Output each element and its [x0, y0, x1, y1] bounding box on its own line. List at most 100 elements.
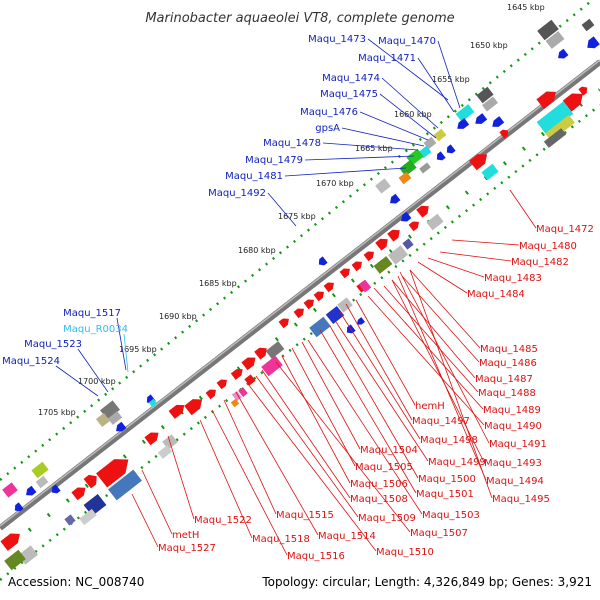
leader-line	[355, 299, 416, 406]
forward-gene	[254, 347, 267, 360]
forward-gene	[387, 229, 400, 242]
gene-label-gpsa: gpsA	[315, 123, 340, 134]
gene-labels: Maqu_1473 Maqu_1470 Maqu_1471 Maqu_1474 Maqu…	[2, 34, 594, 562]
forward-gene	[363, 251, 374, 262]
forward-gene	[351, 261, 362, 272]
leader-line	[335, 321, 429, 462]
gene-block	[481, 163, 499, 181]
leader-line	[55, 365, 99, 397]
genome-backbone	[0, 59, 600, 531]
gene-block	[95, 412, 111, 428]
leader-line	[123, 333, 129, 373]
leader-line	[267, 192, 297, 227]
genome-title: Marinobacter aquaeolei VT8, complete gen…	[145, 11, 454, 26]
gene-label-maqu-1524: Maqu_1524	[2, 356, 60, 367]
gene-block	[482, 96, 498, 112]
gene-label-maqu-1523: Maqu_1523	[24, 339, 82, 350]
gene-label-maqu-1518: Maqu_1518	[252, 534, 310, 545]
gene-label-maqu-1487: Maqu_1487	[475, 374, 533, 385]
gene-label-maqu-1476: Maqu_1476	[300, 107, 358, 118]
gene-label-maqu-1495: Maqu_1495	[492, 494, 550, 505]
leader-line	[391, 279, 485, 463]
leader-line	[451, 239, 520, 246]
gene-block	[108, 469, 142, 501]
forward-gene	[313, 291, 324, 302]
gene-label-maqu-1522: Maqu_1522	[194, 515, 252, 526]
gene-block	[426, 213, 444, 231]
gene-label-maqu-1501: Maqu_1501	[416, 489, 474, 500]
leader-line	[379, 93, 437, 139]
gene-block	[398, 171, 412, 185]
genome-summary-text: Topology: circular; Length: 4,326,849 bp…	[261, 575, 592, 589]
kbp-tick: 1685 kbp	[199, 279, 237, 288]
gene-label-maqu-1503: Maqu_1503	[422, 510, 480, 521]
gene-label-maqu-1470: Maqu_1470	[378, 36, 436, 47]
gene-block	[423, 136, 437, 150]
gene-label-maqu-1510: Maqu_1510	[376, 547, 434, 558]
gene-block	[31, 461, 49, 479]
gene-label-maqu-1481: Maqu_1481	[225, 171, 283, 182]
leader-line	[367, 295, 485, 426]
gene-label-maqu-1474: Maqu_1474	[322, 73, 380, 84]
leader-line	[319, 329, 417, 494]
leader-line	[255, 375, 359, 518]
kbp-tick: 1670 kbp	[316, 179, 354, 188]
gene-label-maqu-1515: Maqu_1515	[276, 510, 334, 521]
leader-line	[261, 369, 351, 499]
gene-block	[543, 128, 567, 148]
gene-label-maqu-1483: Maqu_1483	[484, 273, 542, 284]
gene-block	[261, 355, 283, 377]
gene-block	[157, 445, 173, 459]
leader-line	[322, 142, 419, 151]
gene-label-maqu-1507: Maqu_1507	[410, 528, 468, 539]
gene-label-maqu-1472: Maqu_1472	[536, 224, 594, 235]
gene-label-maqu-1497: Maqu_1497	[412, 416, 470, 427]
forward-gene	[278, 318, 289, 329]
gene-label-maqu-1479: Maqu_1479	[245, 155, 303, 166]
gene-label-maqu-1494: Maqu_1494	[486, 476, 544, 487]
reverse-gene	[318, 256, 328, 266]
gene-block	[265, 341, 285, 359]
forward-gene	[499, 129, 509, 139]
leader-line	[235, 391, 319, 536]
gene-label-maqu-1482: Maqu_1482	[511, 257, 569, 268]
leader-line	[367, 38, 449, 101]
reverse-gene	[475, 113, 488, 124]
gene-block	[375, 178, 391, 194]
forward-gene	[562, 93, 583, 112]
leader-line	[381, 77, 439, 129]
gene-block	[148, 398, 158, 408]
leader-line	[281, 355, 351, 484]
leader-line	[399, 271, 490, 444]
leader-line	[359, 111, 429, 141]
leader-line	[401, 275, 480, 363]
leader-line	[131, 493, 159, 548]
gene-label-maqu-1493: Maqu_1493	[484, 458, 542, 469]
gene-block	[433, 128, 447, 142]
reverse-gene	[587, 36, 600, 49]
gene-block	[388, 245, 408, 265]
gene-label-maqu-1485: Maqu_1485	[480, 344, 538, 355]
reverse-gene	[390, 193, 401, 204]
reverse-gene	[26, 485, 37, 496]
leader-line	[397, 275, 487, 481]
forward-gene	[0, 533, 20, 551]
gene-label-maqu-1480: Maqu_1480	[519, 241, 577, 252]
leader-line	[409, 269, 481, 349]
gene-block	[537, 19, 559, 41]
kbp-tick: 1645 kbp	[507, 3, 545, 12]
gene-label-hemh: hemH	[415, 401, 445, 412]
gene-label-maqu-r0034: Maqu_R0034	[63, 324, 128, 335]
leader-line	[223, 399, 277, 515]
gene-label-maqu-1506: Maqu_1506	[350, 479, 408, 490]
reverse-gene	[401, 211, 412, 222]
forward-gene	[241, 357, 256, 371]
gene-label-maqu-1475: Maqu_1475	[320, 89, 378, 100]
forward-gene	[469, 154, 488, 171]
forward-gene	[303, 299, 314, 310]
reverse-gene	[436, 151, 446, 161]
genome-backbone-highlight	[0, 59, 600, 527]
gene-label-maqu-1514: Maqu_1514	[318, 531, 376, 542]
gene-label-maqu-1484: Maqu_1484	[467, 289, 525, 300]
accession-text: Accession: NC_008740	[8, 575, 144, 589]
